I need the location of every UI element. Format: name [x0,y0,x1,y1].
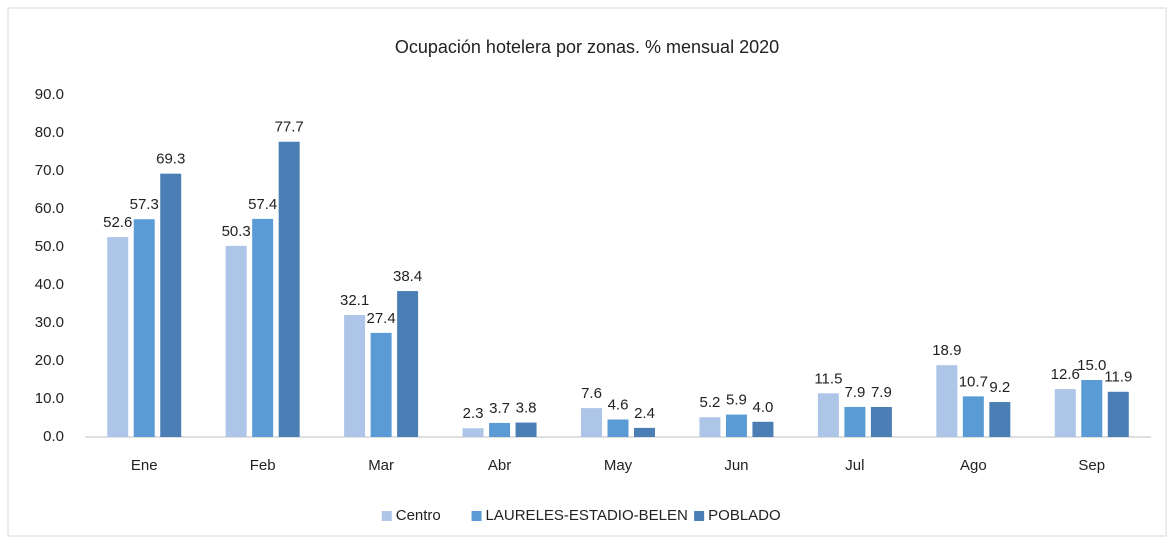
bar [725,414,747,437]
x-tick-label: Mar [368,457,394,474]
legend-swatch [381,511,392,521]
x-tick-label: Feb [250,457,276,474]
x-tick-label: Ene [131,457,158,474]
bar [489,422,511,437]
x-tick-label: Jul [845,457,864,474]
legend-swatch [694,511,705,521]
bar [607,419,629,437]
bar [278,141,300,438]
y-tick-label: 10.0 [35,390,64,407]
legend-label: POBLADO [708,507,781,524]
bar [870,406,892,437]
data-label: 12.6 [1051,366,1080,383]
y-tick-label: 90.0 [35,86,64,103]
bar [225,245,247,437]
legend-label: LAURELES-ESTADIO-BELEN [486,507,688,524]
bar [344,315,366,437]
bar [936,365,958,437]
chart-border [7,7,1167,537]
data-label: 7.9 [844,384,865,401]
bar [107,237,129,437]
bar [252,218,274,437]
bar [133,219,155,437]
bar [515,422,537,437]
data-label: 9.2 [989,379,1010,396]
data-label: 69.3 [156,151,185,168]
legend-label: Centro [396,507,441,524]
y-tick-label: 0.0 [43,428,64,445]
data-label: 27.4 [367,310,396,327]
y-tick-label: 70.0 [35,162,64,179]
data-label: 5.2 [700,394,721,411]
data-label: 11.5 [814,370,842,387]
bar [160,173,182,437]
data-label: 15.0 [1077,357,1106,374]
x-tick-label: Ago [960,457,987,474]
bar [817,393,839,437]
data-label: 3.7 [489,400,510,417]
legend-swatch [471,511,482,521]
bar [581,408,602,437]
data-label: 5.9 [726,392,747,409]
data-label: 4.6 [608,396,629,413]
bar [844,406,866,437]
x-tick-label: Abr [488,457,511,474]
bar [397,291,419,437]
y-tick-label: 40.0 [35,276,64,293]
y-tick-label: 80.0 [35,124,64,141]
bar [1081,380,1103,437]
x-tick-label: Sep [1078,457,1105,474]
y-tick-label: 60.0 [35,200,64,217]
data-label: 32.1 [340,292,369,309]
y-tick-label: 20.0 [35,352,64,369]
y-tick-label: 50.0 [35,238,64,255]
data-label: 50.3 [222,223,251,240]
data-label: 38.4 [393,268,422,285]
bar [370,332,392,437]
bar [1107,391,1129,437]
y-tick-label: 30.0 [35,314,64,331]
data-label: 7.6 [581,385,602,402]
chart-title: Ocupación hotelera por zonas. % mensual … [395,37,779,57]
bar [1054,389,1076,437]
data-label: 57.3 [130,196,159,213]
bar [634,427,655,437]
bar [962,396,984,437]
bar [699,417,721,437]
data-label: 57.4 [248,196,277,213]
x-tick-label: Jun [724,457,748,474]
data-label: 18.9 [932,342,961,359]
data-label: 10.7 [959,373,988,390]
data-label: 77.7 [275,119,304,136]
data-label: 2.4 [634,405,655,422]
data-label: 4.0 [753,399,774,416]
data-label: 7.9 [871,384,892,401]
x-tick-label: May [604,457,633,474]
bar [462,428,484,437]
data-label: 2.3 [463,405,484,422]
data-label: 3.8 [516,400,537,417]
data-label: 52.6 [103,214,132,231]
data-label: 11.9 [1104,369,1132,386]
bar [752,421,774,437]
bar [989,402,1011,437]
